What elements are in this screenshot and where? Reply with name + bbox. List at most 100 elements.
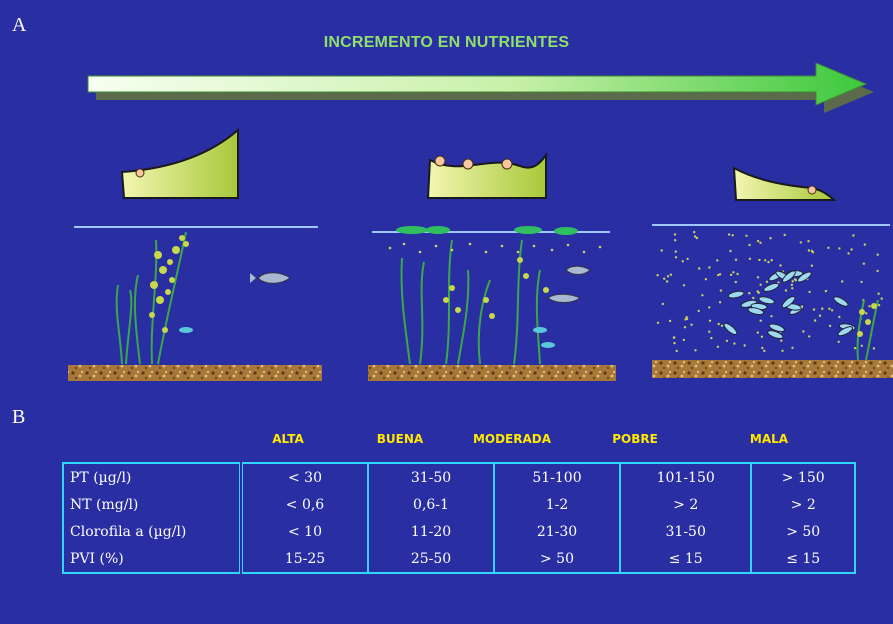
plankton-dot <box>718 301 722 304</box>
plankton-dot <box>810 264 814 267</box>
plankton-dot <box>807 240 810 243</box>
plankton-dot <box>759 241 762 244</box>
table-row: PT (µg/l) < 30 31-50 51-100 101-150 > 15… <box>62 463 856 491</box>
metric-value: 51-100 <box>493 463 621 491</box>
panel-a-label: A <box>12 14 27 36</box>
plankton-dot <box>779 264 782 267</box>
plankton-dot <box>656 321 660 324</box>
plankton-dot <box>764 259 767 262</box>
plankton-dot <box>838 247 841 250</box>
metric-value: > 50 <box>750 518 856 545</box>
plankton-dot <box>799 241 802 244</box>
plankton-dot <box>812 308 816 311</box>
macrophytes-2 <box>400 239 541 365</box>
basin-profile-eutrophic <box>732 166 837 201</box>
metric-value: > 50 <box>493 545 621 573</box>
plankton-dot <box>862 262 866 265</box>
plankton-dot <box>790 283 794 287</box>
plankton-dot <box>729 273 733 277</box>
plankton-dot <box>698 267 701 270</box>
plankton-dot <box>852 234 855 237</box>
metric-value: 11-20 <box>367 518 495 545</box>
fish <box>758 296 775 305</box>
metric-value: 15-25 <box>240 545 369 573</box>
plankton-dot <box>668 319 672 323</box>
plankton-dot <box>656 274 659 277</box>
plankton-dot <box>841 280 844 283</box>
fish <box>833 296 849 307</box>
plankton-dot <box>708 266 711 269</box>
plankton-dot <box>824 289 828 293</box>
plankton-dot <box>717 273 720 277</box>
plankton-dot <box>828 307 831 310</box>
plankton-dot <box>685 317 689 321</box>
plankton-dot <box>686 257 689 261</box>
plankton-dot <box>850 248 853 251</box>
fish <box>782 270 796 283</box>
plankton-dot <box>672 336 676 339</box>
plankton-dot <box>727 233 731 236</box>
plankton-dot <box>673 233 677 236</box>
plankton-dot <box>734 258 738 261</box>
plankton-dot <box>674 250 677 253</box>
metric-value: < 10 <box>240 518 369 545</box>
metric-value: 0,6-1 <box>367 491 495 518</box>
plankton-dot <box>694 349 697 352</box>
plankton-dot <box>877 303 881 307</box>
plankton-dot <box>669 273 673 276</box>
plankton-dot <box>827 246 830 249</box>
plankton-dot <box>681 260 684 263</box>
plankton-dot <box>701 294 704 297</box>
fish <box>727 290 745 299</box>
diagram-title: INCREMENTO EN NUTRIENTES <box>323 34 570 51</box>
plankton-dot <box>784 289 788 292</box>
plankton-dot <box>872 347 876 350</box>
plankton-dot <box>708 330 711 333</box>
plankton-dot <box>791 346 794 349</box>
fish-school-3 <box>723 270 856 340</box>
plankton-dot <box>818 314 822 317</box>
plankton-dot <box>693 230 696 234</box>
metric-value: > 2 <box>618 491 753 518</box>
plankton-dot <box>665 280 669 283</box>
plankton-dot <box>716 259 719 262</box>
plankton-dot <box>780 339 783 342</box>
plankton-dot <box>868 305 871 308</box>
sediment-1 <box>68 365 322 381</box>
panel-b-label: B <box>12 406 26 428</box>
plankton-dot <box>674 256 678 259</box>
plankton-dot <box>661 302 664 306</box>
plankton-dot <box>685 315 688 319</box>
plankton-dot <box>729 249 732 253</box>
plankton-dot <box>718 273 722 276</box>
plankton-dot <box>769 237 772 240</box>
plankton-dot <box>821 307 824 310</box>
fish <box>796 271 812 283</box>
plankton-dot <box>736 272 739 276</box>
fish <box>837 326 854 337</box>
plankton-dot <box>666 275 670 278</box>
lake-scenes-illustration <box>68 62 893 381</box>
quality-class-headers: ALTA BUENA MODERADA POBRE MALA <box>0 432 893 452</box>
table-row: PVI (%) 15-25 25-50 > 50 ≤ 15 ≤ 15 <box>62 545 856 573</box>
plankton-dot <box>752 296 755 300</box>
plankton-dot <box>690 323 693 326</box>
metric-value: 31-50 <box>367 463 495 491</box>
metric-value: > 150 <box>750 463 856 491</box>
nutrient-gradient-arrow <box>87 62 874 113</box>
plankton-dot <box>791 280 794 283</box>
plankton-dot <box>811 251 815 254</box>
plankton-dot <box>876 253 879 256</box>
plankton-dot <box>720 324 724 327</box>
plankton-dot <box>743 344 746 347</box>
basin-profile-mesotrophic <box>426 152 547 199</box>
fish <box>768 323 785 333</box>
plankton-dot <box>756 239 760 243</box>
plankton-dot <box>756 276 760 279</box>
class-header-mala: MALA <box>749 432 789 446</box>
table-row: Clorofila a (µg/l) < 10 11-20 21-30 31-5… <box>62 518 856 545</box>
table-row: NT (mg/l) < 0,6 0,6-1 1-2 > 2 > 2 <box>62 491 856 518</box>
plankton-dot <box>697 309 700 313</box>
plankton-dot <box>748 292 751 295</box>
fish <box>747 307 765 316</box>
